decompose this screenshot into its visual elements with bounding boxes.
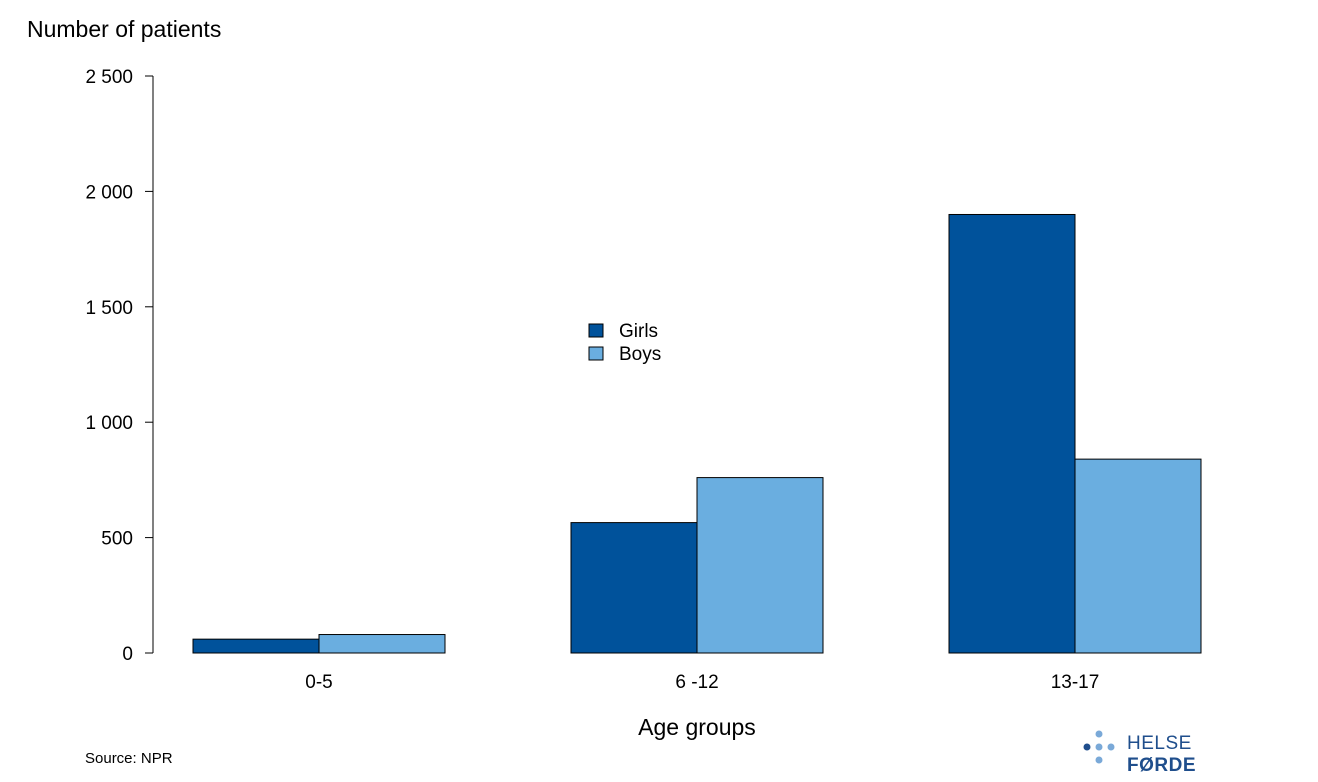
y-tick-label: 2 500 [85, 67, 133, 88]
x-tick-label: 13-17 [1051, 672, 1100, 693]
helse-forde-logo-icon [1083, 730, 1115, 764]
bar-girls [570, 522, 698, 654]
legend-label-boys: Boys [619, 344, 661, 365]
source-note: Source: NPR [85, 750, 173, 767]
legend-swatch-boys [588, 346, 604, 361]
logo-text: HELSE FØRDE [1127, 733, 1260, 777]
y-tick-label: 0 [122, 644, 133, 665]
y-tick-label: 2 000 [85, 182, 133, 203]
legend-label-girls: Girls [619, 321, 658, 342]
bar-boys [696, 477, 824, 654]
x-tick-label: 6 -12 [675, 672, 718, 693]
y-tick-label: 1 500 [85, 298, 133, 319]
logo-text-bold: FØRDE [1127, 755, 1196, 776]
y-tick-label: 500 [101, 529, 133, 550]
bar-boys [318, 634, 446, 654]
legend-swatch-girls [588, 323, 604, 338]
x-tick-label: 0-5 [305, 672, 332, 693]
logo-text-light: HELSE [1127, 733, 1192, 754]
bar-girls [192, 638, 320, 654]
bar-boys [1074, 458, 1202, 654]
helse-forde-logo: HELSE FØRDE [1080, 727, 1260, 776]
y-tick-label: 1 000 [85, 413, 133, 434]
y-axis-title: Number of patients [27, 16, 222, 42]
x-axis-title: Age groups [638, 714, 756, 740]
bar-girls [948, 213, 1076, 654]
